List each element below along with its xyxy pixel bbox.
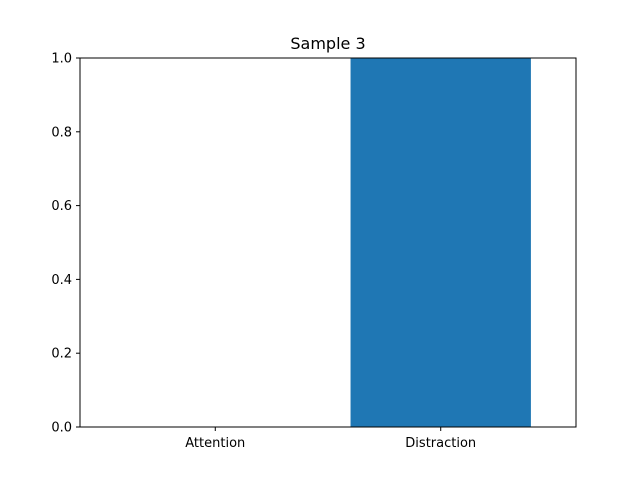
y-tick-label: 0.0 bbox=[51, 421, 72, 436]
y-tick-label: 0.6 bbox=[51, 199, 72, 214]
x-tick-label: Attention bbox=[185, 436, 245, 451]
y-tick-label: 0.2 bbox=[51, 347, 72, 362]
plot-frame bbox=[79, 57, 577, 428]
bar-distraction bbox=[350, 58, 531, 427]
y-axis: 0.0 0.2 0.4 0.6 0.8 1.0 bbox=[51, 52, 80, 436]
y-tick-label: 0.8 bbox=[51, 125, 72, 140]
y-tick-label: 0.4 bbox=[51, 273, 72, 288]
x-tick-label: Distraction bbox=[405, 436, 476, 451]
x-axis: Attention Distraction bbox=[185, 427, 476, 451]
bars-group bbox=[350, 58, 531, 427]
chart-title: Sample 3 bbox=[290, 34, 365, 53]
y-tick-label: 1.0 bbox=[51, 52, 72, 67]
